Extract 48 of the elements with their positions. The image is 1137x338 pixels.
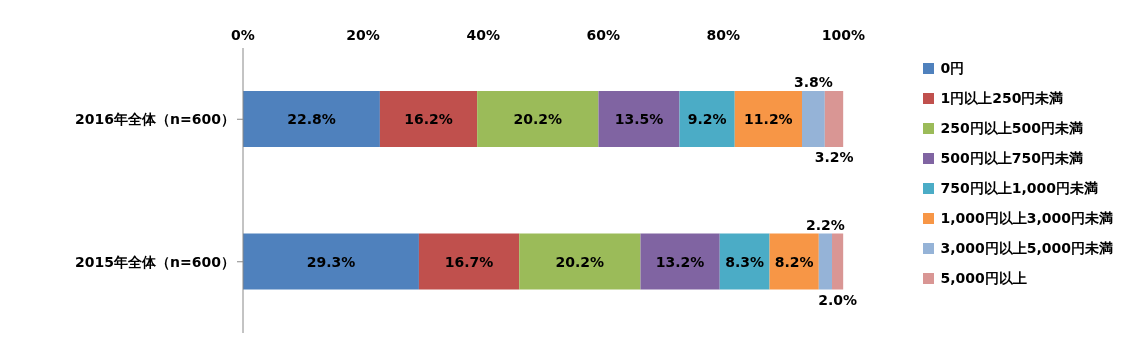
legend-label: 3,000円以上5,000円未満 <box>940 239 1113 258</box>
data-label: 9.2% <box>687 111 727 127</box>
x-tick-label: 20% <box>346 27 380 43</box>
data-label: 3.8% <box>793 74 833 90</box>
bar <box>719 233 770 290</box>
bar <box>243 233 419 290</box>
legend-label: 5,000円以上 <box>940 269 1027 288</box>
data-label: 20.2% <box>555 253 605 270</box>
data-label: 13.2% <box>655 253 705 270</box>
data-label: 13.5% <box>614 111 664 127</box>
x-tick-label: 40% <box>466 27 500 43</box>
y-tick-label: 2016年全体（n=600） <box>75 111 235 128</box>
bar <box>824 91 844 147</box>
data-label: 16.7% <box>444 253 494 270</box>
bar <box>519 233 641 290</box>
x-tick-label: 60% <box>586 27 621 43</box>
bar <box>379 91 478 147</box>
legend-label: 750円以上1,000円未満 <box>940 179 1098 198</box>
data-label: 20.2% <box>513 111 563 127</box>
bar <box>243 91 380 147</box>
data-label: 2.0% <box>818 291 858 308</box>
data-label: 3.2% <box>814 149 854 165</box>
data-label: 29.3% <box>306 253 356 270</box>
bar <box>477 91 599 147</box>
legend-label: 1,000円以上3,000円未満 <box>940 209 1113 228</box>
legend-label: 0円 <box>940 59 965 78</box>
data-label: 8.2% <box>774 253 814 270</box>
data-label: 2.2% <box>806 216 845 233</box>
legend-label: 250円以上500円未満 <box>940 119 1083 138</box>
data-label: 8.3% <box>725 253 765 270</box>
bar <box>418 233 520 290</box>
data-label: 11.2% <box>744 111 793 127</box>
legend-label: 1円以上250円未満 <box>940 89 1064 108</box>
data-label: 22.8% <box>287 111 336 127</box>
bar <box>679 91 735 147</box>
bar <box>598 91 680 147</box>
data-label: 16.2% <box>404 111 453 127</box>
bar <box>734 91 802 147</box>
bar <box>832 233 844 290</box>
bar <box>640 233 720 290</box>
y-tick-label: 2015年全体（n=600） <box>75 253 235 270</box>
x-tick-label: 0% <box>231 27 255 43</box>
legend-label: 500円以上750円未満 <box>940 149 1083 168</box>
bar <box>801 91 825 147</box>
x-tick-label: 100% <box>821 27 866 43</box>
x-tick-label: 80% <box>706 27 741 43</box>
bar <box>818 233 833 290</box>
bar <box>769 233 819 290</box>
